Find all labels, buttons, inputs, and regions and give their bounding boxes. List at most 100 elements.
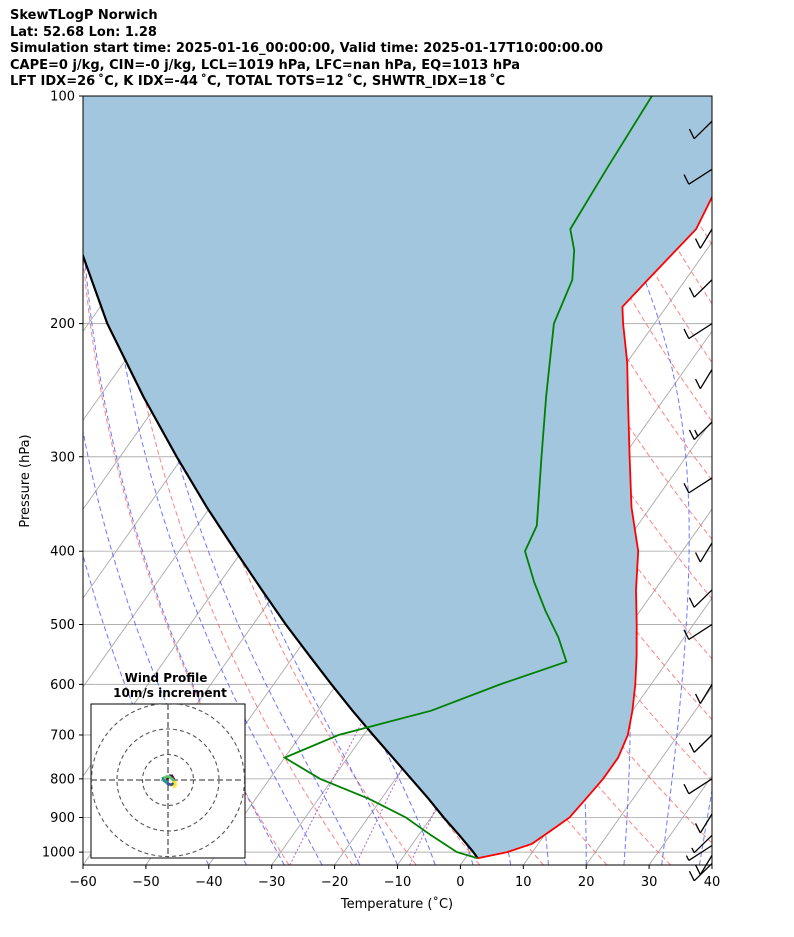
x-tick-label: 40	[704, 875, 721, 890]
indices-line-1: CAPE=0 j/kg, CIN=-0 j/kg, LCL=1019 hPa, …	[10, 57, 521, 73]
wind-barb	[691, 834, 713, 854]
chart-title: SkewTLogP Norwich	[10, 8, 158, 23]
wind-barb-staff	[693, 834, 713, 854]
x-tick-label: 10	[515, 875, 532, 890]
wind-barb-staff	[693, 862, 713, 882]
dry-adiabat	[729, 96, 794, 865]
x-tick-label: −30	[258, 875, 285, 890]
wind-barb-flag	[688, 287, 695, 298]
wind-barb-flag	[683, 783, 690, 795]
wind-barb-staff	[699, 813, 713, 834]
wind-barb-flag	[694, 552, 701, 563]
x-tick-label: −60	[69, 875, 96, 890]
wind-barb	[685, 844, 713, 861]
x-tick-label: −40	[195, 875, 222, 890]
time-line: Simulation start time: 2025-01-16_00:00:…	[10, 41, 603, 56]
moist-adiabat	[148, 96, 398, 865]
wind-barb	[688, 862, 713, 882]
dry-adiabat	[761, 96, 794, 865]
location-line: Lat: 52.68 Lon: 1.28	[10, 24, 157, 40]
wind-barb	[694, 542, 713, 563]
wind-barb-flag	[688, 870, 695, 882]
wind-barb	[694, 813, 713, 834]
hodograph-segment	[173, 783, 178, 787]
wind-barb-flag	[694, 378, 701, 389]
y-tick-label: 400	[50, 545, 75, 560]
hodograph-segment	[169, 774, 175, 779]
y-tick-label: 900	[50, 811, 75, 826]
wind-barb-flag	[683, 174, 690, 185]
negative-area-shading	[83, 96, 712, 859]
hodograph-segment	[172, 780, 178, 785]
wind-barb-flag	[694, 429, 699, 437]
y-tick-label: 700	[50, 728, 75, 743]
isotherm-line	[711, 864, 712, 865]
indices-line-2: LFT IDX=26 ˚C, K IDX=-44 ˚C, TOTAL TOTS=…	[10, 74, 506, 89]
hodograph-segment	[167, 774, 172, 780]
wind-barb	[683, 323, 713, 340]
wind-barb-staff	[688, 623, 713, 640]
dry-adiabat	[500, 96, 712, 481]
moist-adiabat	[737, 96, 794, 865]
moist-adiabat	[100, 96, 323, 865]
wind-barb	[683, 778, 713, 795]
wind-barb-staff	[699, 228, 713, 249]
wind-barb-flag	[694, 864, 701, 875]
y-tick-label: 500	[50, 618, 75, 633]
parcel-profile-line	[83, 252, 479, 859]
wind-barb	[694, 369, 713, 390]
wind-barb-staff	[699, 542, 713, 563]
x-tick-label: 0	[456, 875, 464, 890]
x-tick-label: 20	[578, 875, 595, 890]
wind-barb-flag	[683, 629, 690, 640]
wind-barb-staff	[688, 323, 713, 340]
wind-barb-staff	[699, 684, 713, 704]
wind-barb	[688, 589, 713, 608]
hodograph-segment	[166, 781, 171, 787]
dewpoint-profile-line	[282, 96, 653, 860]
wind-barb	[694, 228, 713, 249]
inset-subtitle: 10m/s increment	[113, 686, 227, 700]
dry-adiabat	[83, 251, 290, 865]
wind-barb-staff	[688, 844, 713, 861]
wind-barb	[688, 120, 713, 140]
wind-barb	[688, 734, 713, 753]
hodograph-segment	[172, 784, 176, 789]
cape-cin-shading	[83, 96, 712, 859]
wind-barb	[694, 684, 713, 704]
x-tick-label: −50	[132, 875, 159, 890]
wind-barb-flag	[685, 855, 690, 861]
hodograph-segment	[169, 776, 176, 783]
wind-barb-staff	[688, 477, 713, 494]
x-tick-label: −10	[384, 875, 411, 890]
y-tick-label: 1000	[42, 846, 75, 861]
chart-header: SkewTLogP Norwich Lat: 52.68 Lon: 1.28 S…	[10, 8, 603, 91]
wind-barb-staff	[693, 589, 713, 608]
wind-barb-flag	[691, 847, 695, 853]
hodograph-segment	[169, 782, 174, 787]
wind-barb-staff	[693, 421, 713, 441]
y-tick-label: 800	[50, 772, 75, 787]
y-tick-label: 200	[50, 317, 75, 332]
wind-barb	[688, 421, 713, 441]
hodograph-segment	[161, 776, 165, 781]
hodograph-segment	[163, 779, 169, 785]
wind-barb	[683, 623, 713, 640]
hodograph-segment	[163, 775, 167, 780]
hodograph-segment	[162, 778, 166, 783]
wind-barb	[683, 477, 713, 494]
inset-title: Wind Profile	[125, 671, 208, 685]
y-axis-label: Pressure (hPa)	[18, 434, 33, 527]
wind-barb-staff	[693, 734, 713, 753]
wind-barb-flag	[694, 238, 701, 249]
wind-barb	[688, 279, 713, 298]
wind-barb	[683, 168, 713, 185]
y-tick-label: 600	[50, 678, 75, 693]
wind-barb-staff	[688, 168, 713, 185]
wind-barb-staff	[693, 120, 713, 140]
temperature-profile-line	[477, 195, 712, 860]
wind-barb-flag	[683, 328, 690, 339]
y-tick-label: 300	[50, 450, 75, 465]
